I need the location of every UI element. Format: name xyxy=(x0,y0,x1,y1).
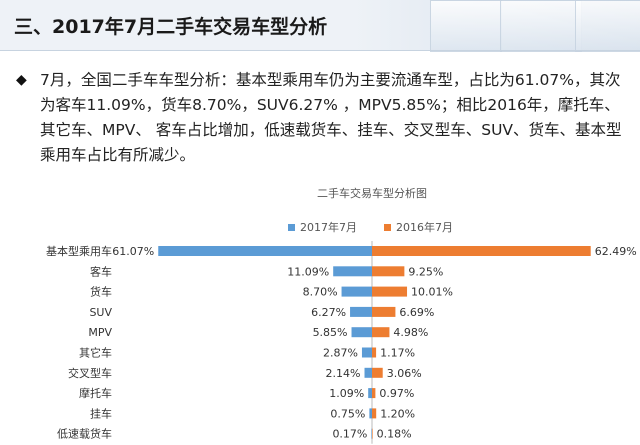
bar-2016 xyxy=(372,388,376,399)
value-label-2017: 0.17% xyxy=(332,428,367,441)
bar-2017 xyxy=(368,388,372,399)
bar-2016 xyxy=(372,306,396,317)
bar-2016 xyxy=(372,266,405,277)
decorative-block xyxy=(575,0,640,52)
summary-paragraph: 7月，全国二手车车型分析：基本型乘用车仍为主要流通车型，占比为61.07%，其次… xyxy=(40,71,622,164)
category-label: 摩托车 xyxy=(79,386,112,400)
header-divider xyxy=(0,50,640,51)
bar-2017 xyxy=(364,367,372,378)
value-label-2016: 4.98% xyxy=(393,326,428,339)
value-label-2016: 1.17% xyxy=(380,347,415,360)
bar-2017 xyxy=(333,266,372,277)
decorative-block xyxy=(430,0,502,52)
bar-2017 xyxy=(351,327,372,338)
value-label-2016: 0.18% xyxy=(377,428,412,441)
value-label-2016: 9.25% xyxy=(408,265,443,278)
bar-2017 xyxy=(158,246,372,256)
category-label: 其它车 xyxy=(79,346,112,360)
legend-swatch xyxy=(288,224,295,231)
category-label: MPV xyxy=(88,326,112,339)
legend-label: 2017年7月 xyxy=(300,220,357,234)
value-label-2016: 10.01% xyxy=(411,286,453,299)
bar-2016 xyxy=(372,286,408,297)
bar-2016 xyxy=(372,347,377,358)
category-label: 基本型乘用车 xyxy=(46,244,112,258)
bar-2017 xyxy=(341,286,372,297)
legend-swatch xyxy=(384,224,391,231)
value-label-2017: 61.07% xyxy=(112,245,154,258)
bar-2016 xyxy=(372,428,373,439)
category-label: 交叉型车 xyxy=(68,366,112,380)
value-label-2017: 1.09% xyxy=(329,387,364,400)
value-label-2016: 62.49% xyxy=(595,245,637,258)
value-label-2016: 1.20% xyxy=(380,407,415,420)
category-label: 挂车 xyxy=(90,406,112,420)
value-label-2016: 0.97% xyxy=(379,387,414,400)
bar-2016 xyxy=(372,408,377,419)
diamond-bullet-icon: ◆ xyxy=(16,72,27,88)
legend-label: 2016年7月 xyxy=(396,220,453,234)
category-label: SUV xyxy=(89,306,112,319)
bar-2016 xyxy=(372,327,390,338)
value-label-2017: 2.87% xyxy=(323,347,358,360)
value-label-2017: 0.75% xyxy=(330,407,365,420)
bar-2017 xyxy=(361,347,372,358)
category-label: 客车 xyxy=(90,264,112,278)
category-label: 低速载货车 xyxy=(57,427,112,441)
bar-2016 xyxy=(372,367,383,378)
bar-2017 xyxy=(350,306,372,317)
vehicle-type-chart: 二手车交易车型分析图 2017年7月 2016年7月 61.07% 62.49% 基本型乘… xyxy=(46,186,637,444)
value-label-2016: 3.06% xyxy=(387,367,422,380)
category-label: 货车 xyxy=(90,285,112,299)
value-label-2016: 6.69% xyxy=(399,306,434,319)
bar-2017 xyxy=(371,428,373,439)
value-label-2017: 2.14% xyxy=(326,367,361,380)
value-label-2017: 5.85% xyxy=(313,326,348,339)
chart-title: 二手车交易车型分析图 xyxy=(317,186,427,200)
value-label-2017: 8.70% xyxy=(303,286,338,299)
page-title: 三、2017年7月二手车交易车型分析 xyxy=(14,16,328,38)
bar-2017 xyxy=(369,408,372,419)
value-label-2017: 11.09% xyxy=(287,265,329,278)
decorative-block xyxy=(500,0,582,52)
value-label-2017: 6.27% xyxy=(311,306,346,319)
bar-2016 xyxy=(372,246,591,256)
